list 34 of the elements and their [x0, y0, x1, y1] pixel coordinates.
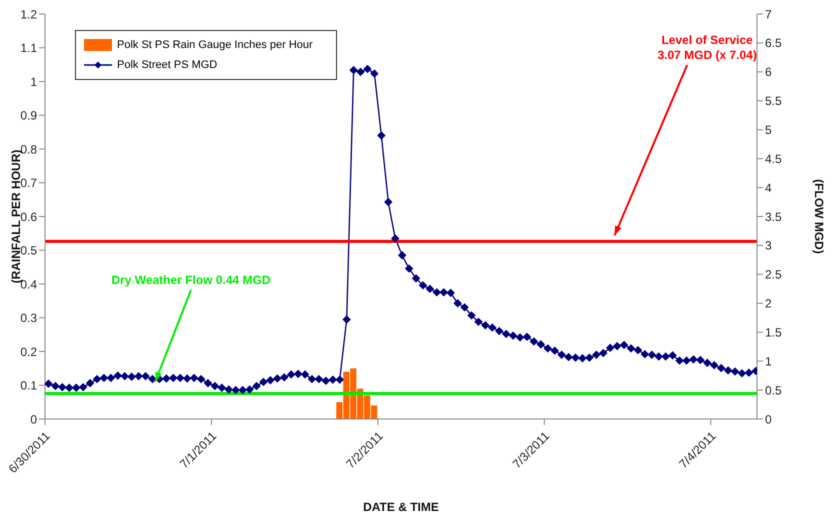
y-tick-label: 0.9: [20, 108, 38, 123]
y2-tick-label: 1: [765, 354, 772, 368]
y2-tick-label: 0: [765, 412, 772, 426]
y-tick-label: 0.4: [20, 277, 38, 292]
y-tick-label: 0.7: [20, 176, 38, 190]
y2-tick-label: 3: [765, 238, 772, 253]
y2-tick-label: 7: [765, 7, 772, 22]
y-tick-label: 0.6: [20, 210, 38, 224]
y2-tick-label: 4.5: [765, 152, 782, 166]
y-tick-label: 0.3: [20, 311, 38, 326]
y2-tick-label: 5: [765, 122, 772, 137]
legend-label: Polk St PS Rain Gauge Inches per Hour: [117, 39, 313, 51]
y2-axis-title: (FLOW MGD): [812, 179, 826, 254]
y-tick-label: 0: [30, 412, 38, 426]
y-tick-label: 1.1: [20, 41, 38, 56]
x-axis-title: DATE & TIME: [363, 500, 439, 514]
y2-tick-label: 5.5: [765, 94, 782, 108]
y-tick-label: 0.1: [20, 378, 38, 393]
ref-line-label: Level of Service 3.07 MGD (x 7.04): [657, 33, 757, 62]
y-tick-label: 0.5: [20, 244, 38, 258]
y2-tick-label: 3.5: [765, 210, 782, 224]
y-tick-label: 0.8: [20, 142, 38, 156]
y-tick-label: 1.2: [20, 7, 38, 22]
y-tick-label: 1: [30, 74, 38, 89]
y2-tick-label: 2.5: [765, 268, 782, 282]
y2-tick-label: 6.5: [765, 36, 782, 50]
legend-label: Polk Street PS MGD: [117, 59, 218, 71]
y2-tick-label: 6: [765, 65, 772, 80]
y-tick-label: 0.2: [20, 344, 38, 359]
y2-tick-label: 2: [765, 296, 772, 311]
y2-tick-label: 1.5: [765, 325, 782, 340]
ref-line-label: Dry Weather Flow 0.44 MGD: [111, 273, 271, 287]
y2-tick-label: 4: [765, 180, 772, 195]
y2-tick-label: 0.5: [765, 383, 782, 398]
